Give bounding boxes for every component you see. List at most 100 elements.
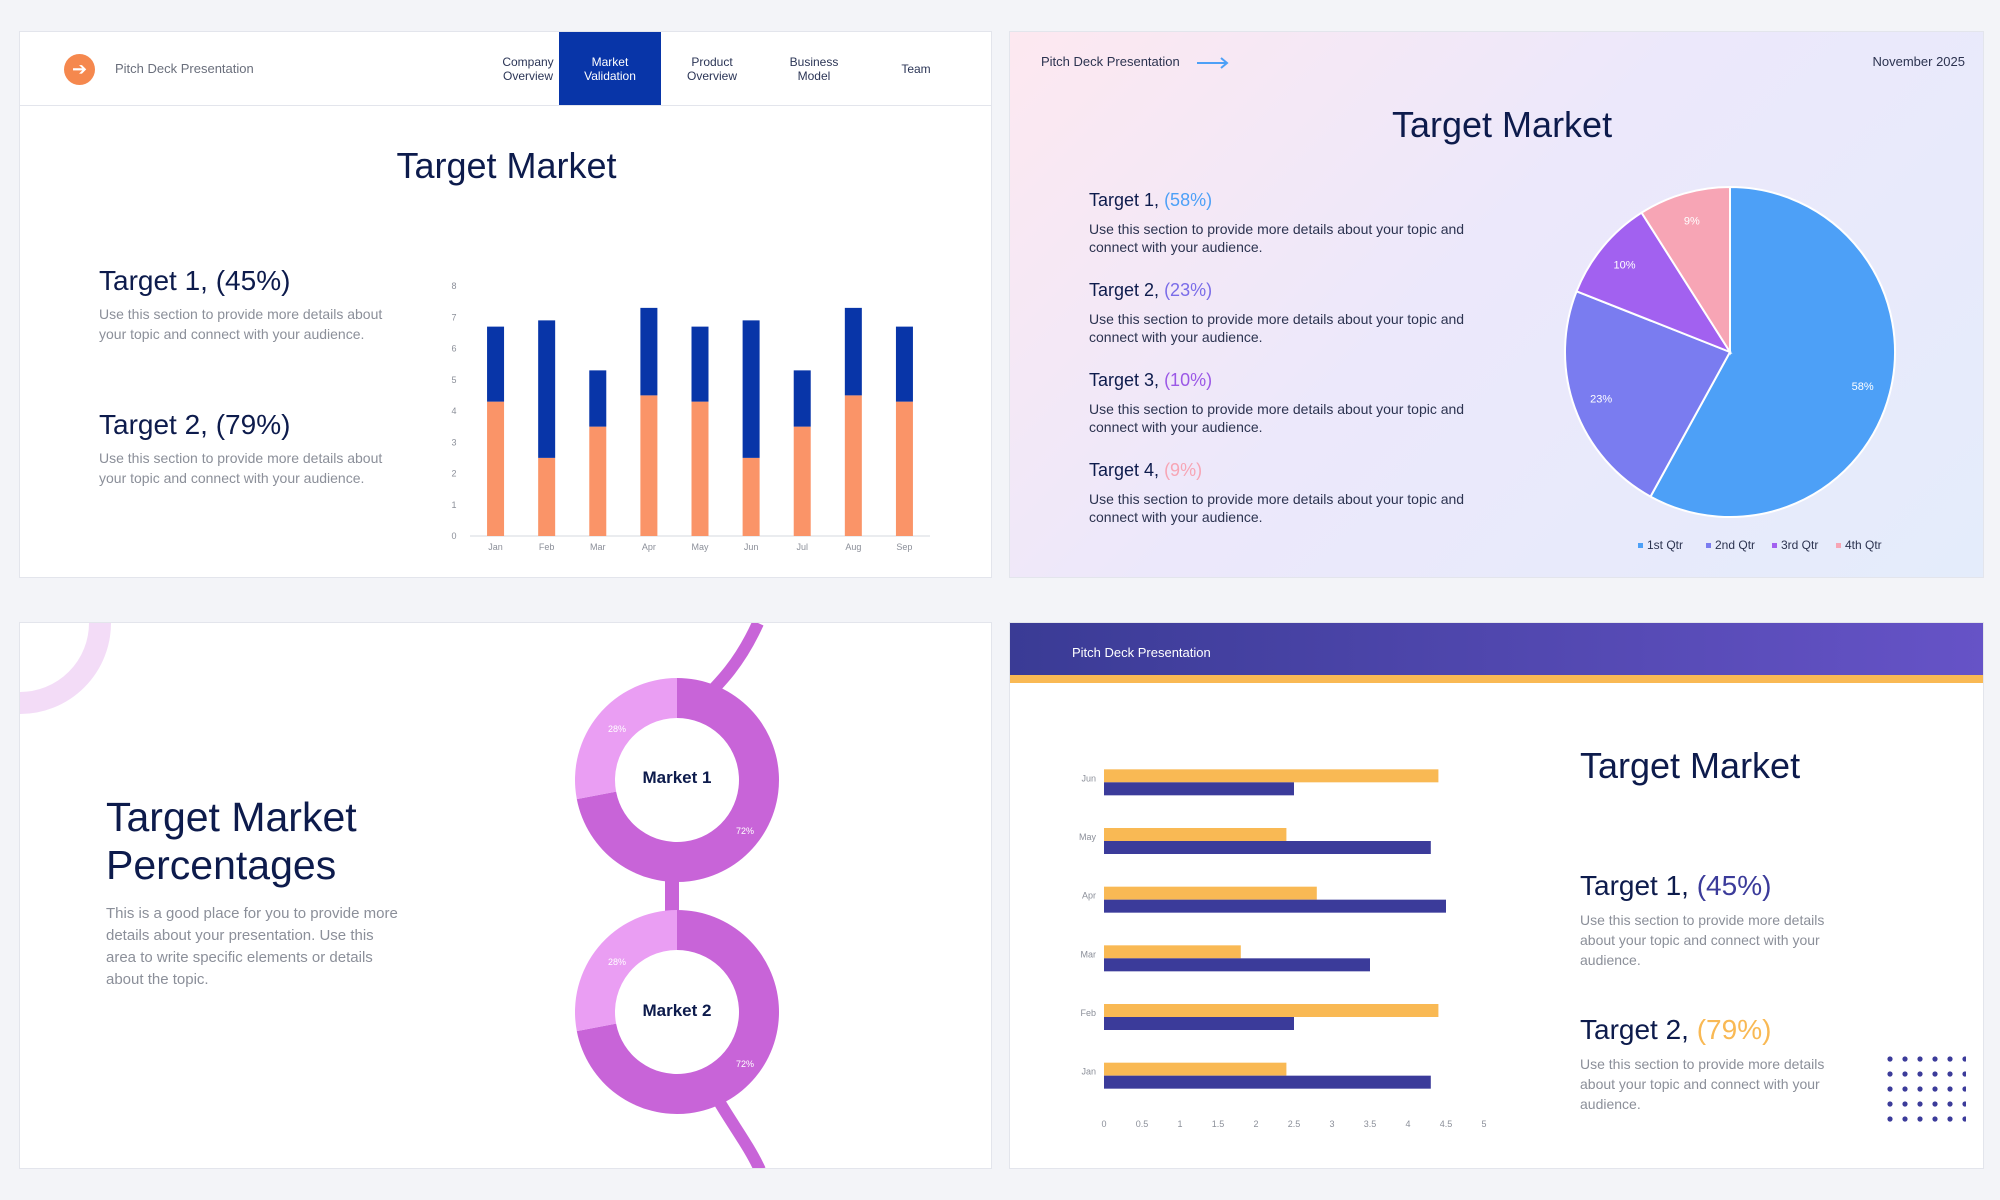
market-1-small-pct: 28% <box>608 724 627 734</box>
pie-chart: 58% 23% 10% 9% 1st Qtr 2nd Qtr 3rd Qtr 4th Qtr <box>1564 185 1896 552</box>
donut-segment-1 <box>576 910 779 1114</box>
x-tick-label: Jun <box>744 542 759 552</box>
decor-dot <box>1902 1086 1908 1092</box>
target-2-heading: Target 2, (79%) <box>99 409 291 440</box>
decor-dot <box>1902 1101 1908 1107</box>
y-tick-label: 0 <box>451 531 456 541</box>
date-label: November 2025 <box>1872 54 1966 69</box>
bar-jan-s2 <box>487 326 505 402</box>
market-2-small-pct: 28% <box>608 957 627 967</box>
hbar-jun-s2 <box>1104 769 1439 783</box>
target-2-name: Target 2, <box>1089 280 1160 300</box>
pie-slice-3 <box>1575 211 1733 355</box>
decor-dot <box>1887 1116 1893 1122</box>
bar-feb-s1 <box>538 457 556 536</box>
market-1-donut <box>575 678 779 882</box>
tab-team[interactable]: Team <box>901 61 931 76</box>
dot-grid-decoration <box>1887 1056 1966 1122</box>
decor-dot <box>1887 1071 1893 1077</box>
target-1-pct: (45%) <box>1696 870 1772 901</box>
slide-2-target-market-pie[interactable]: Pitch Deck Presentation November 2025 Ta… <box>1009 31 1984 578</box>
hbar-jun-s1 <box>1104 782 1294 796</box>
y-tick-label: 1 <box>451 500 456 510</box>
slide-2-title: Target Market <box>1392 104 1613 145</box>
decor-dot <box>1947 1056 1953 1062</box>
target-2-text: Use this section to provide more details… <box>1580 1056 1825 1112</box>
horizontal-bar-chart: Jan Feb Mar Apr May Jun 0 0.5 1 1.5 2 2.5 3 3.5 4 4.5 5 <box>1079 769 1487 1129</box>
decor-dot <box>1902 1116 1908 1122</box>
pie-slice-2 <box>1564 289 1732 498</box>
bar-aug-s1 <box>844 395 862 536</box>
tab-market-validation[interactable]: Market Validation <box>559 32 661 105</box>
bar-sep-s2 <box>895 326 913 402</box>
target-3-heading: Target 3, (10%) <box>1089 370 1212 391</box>
brand-label: Pitch Deck Presentation <box>1072 645 1211 660</box>
slide-4-title: Target Market <box>1580 745 1801 786</box>
x-tick-label: Jan <box>488 542 503 552</box>
bar-apr-s2 <box>640 307 658 396</box>
slide-4-target-market-hbar[interactable]: Pitch Deck Presentation Jan Feb Mar Apr May J… <box>1009 622 1984 1169</box>
legend-swatch <box>1836 543 1841 548</box>
legend-swatch <box>1638 543 1643 548</box>
slide-3-text: This is a good place for you to provide … <box>106 905 398 988</box>
target-3-text: Use this section to provide more details… <box>1089 401 1465 435</box>
legend-label: 3rd Qtr <box>1781 538 1818 552</box>
hbar-apr-s2 <box>1104 886 1317 900</box>
bar-may-s2 <box>691 326 709 402</box>
bar-aug-s2 <box>844 307 862 396</box>
x-tick-label: 1 <box>1177 1119 1182 1129</box>
donut-segment-2 <box>575 678 677 800</box>
target-1-heading: Target 1, (45%) <box>99 265 291 296</box>
x-tick-label: Feb <box>539 542 555 552</box>
slide-1-target-market-bar[interactable]: ➔ Pitch Deck Presentation Company Overvi… <box>19 31 992 578</box>
decor-dot <box>1947 1116 1953 1122</box>
market-2-donut <box>575 910 779 1114</box>
tab-product-overview[interactable]: Product Overview <box>686 54 737 83</box>
x-tick-label: Apr <box>642 542 656 552</box>
tab-company-overview[interactable]: Company Overview <box>502 54 554 83</box>
decor-dot <box>1962 1086 1966 1092</box>
connector-link <box>665 878 679 918</box>
target-2-text: Use this section to provide more details… <box>99 450 383 486</box>
market-2-large-pct: 72% <box>736 1059 755 1069</box>
target-2-text: Use this section to provide more details… <box>1089 311 1465 345</box>
y-tick-label: Mar <box>1081 949 1097 959</box>
x-tick-label: May <box>691 542 709 552</box>
x-tick-label: 4.5 <box>1440 1119 1453 1129</box>
pie-value-label: 58% <box>1852 381 1874 393</box>
legend-label: 1st Qtr <box>1647 538 1683 552</box>
decor-dot <box>1932 1116 1938 1122</box>
target-2-heading: Target 2, (23%) <box>1089 280 1212 301</box>
slide-1-header: ➔ Pitch Deck Presentation Company Overvi… <box>20 32 991 106</box>
market-1-large-pct: 72% <box>736 826 755 836</box>
decor-dot <box>1902 1071 1908 1077</box>
legend-label: 4th Qtr <box>1845 538 1882 552</box>
x-tick-label: 1.5 <box>1212 1119 1225 1129</box>
y-tick-label: 4 <box>451 406 456 416</box>
arrow-right-icon <box>1197 56 1229 69</box>
decor-dot <box>1947 1101 1953 1107</box>
target-1-heading: Target 1, (58%) <box>1089 190 1212 211</box>
market-1-label: Market 1 <box>642 768 712 787</box>
slide-3-market-percentages[interactable]: Target Market Percentages This is a good… <box>19 622 992 1169</box>
pie-slice-4 <box>1640 185 1731 356</box>
slide-1-title: Target Market <box>396 145 617 186</box>
hbar-feb-s1 <box>1104 1017 1294 1030</box>
market-2-label: Market 2 <box>642 1001 712 1020</box>
y-tick-label: 8 <box>451 281 456 291</box>
hbar-may-s2 <box>1104 828 1287 841</box>
legend-swatch <box>1706 543 1711 548</box>
bar-may-s1 <box>691 401 709 536</box>
x-tick-label: 2.5 <box>1288 1119 1301 1129</box>
tab-business-model[interactable]: Business Model <box>789 54 839 83</box>
y-tick-label: Apr <box>1082 891 1096 901</box>
x-tick-label: 2 <box>1253 1119 1258 1129</box>
decor-dot <box>1887 1101 1893 1107</box>
hbar-may-s1 <box>1104 841 1431 854</box>
decor-dot <box>1947 1071 1953 1077</box>
decor-dot <box>1962 1056 1966 1062</box>
x-tick-label: 5 <box>1481 1119 1486 1129</box>
bar-jun-s1 <box>742 457 760 536</box>
hbar-mar-s2 <box>1104 945 1241 959</box>
slide-4-header: Pitch Deck Presentation <box>1010 623 1983 683</box>
